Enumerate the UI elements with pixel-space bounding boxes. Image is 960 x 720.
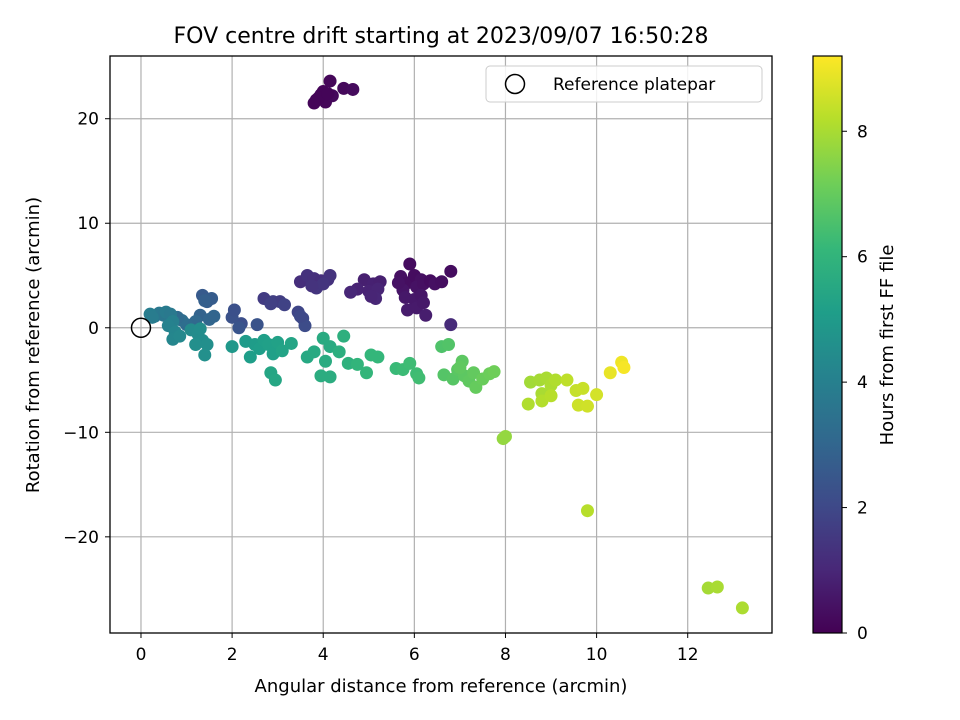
data-point	[442, 338, 456, 351]
colorbar-tick-label: 6	[857, 248, 868, 268]
colorbar-tick-label: 2	[857, 499, 868, 519]
data-point	[346, 82, 360, 96]
data-point	[412, 371, 426, 385]
grid-lines	[110, 56, 772, 633]
reference-platepar-marker	[130, 317, 152, 339]
data-point	[416, 296, 430, 310]
y-tick-label: 20	[77, 110, 99, 130]
data-point	[344, 285, 358, 299]
data-point	[544, 389, 558, 403]
data-point	[617, 360, 631, 374]
data-point	[198, 294, 212, 308]
data-point	[735, 601, 749, 615]
data-point	[391, 276, 405, 290]
data-point	[435, 275, 449, 289]
x-tick-label: 4	[318, 645, 329, 665]
colorbar-gradient	[812, 55, 843, 634]
x-axis-ticks: 0 2 4 6 8 10 12	[136, 633, 699, 665]
data-point	[173, 329, 187, 343]
data-point	[467, 366, 481, 380]
x-tick-label: 0	[136, 645, 147, 665]
colorbar-ticks: 0 2 4 6 8	[842, 122, 868, 644]
data-point	[227, 303, 241, 317]
data-point	[284, 336, 298, 350]
x-tick-label: 6	[409, 645, 420, 665]
data-point	[576, 381, 590, 395]
data-point	[243, 350, 257, 364]
legend-box	[485, 65, 763, 103]
data-point	[321, 87, 335, 101]
data-point	[580, 504, 594, 518]
x-tick-label: 8	[500, 645, 511, 665]
data-point	[444, 264, 458, 278]
data-point	[307, 345, 321, 359]
legend: Reference platepar	[485, 65, 763, 103]
x-axis-label: Angular distance from reference (arcmin)	[255, 676, 628, 697]
data-point	[364, 289, 378, 303]
data-point	[189, 338, 203, 351]
data-point	[603, 366, 617, 380]
data-point	[268, 373, 282, 387]
colorbar-label: Hours from first FF file	[877, 245, 898, 446]
y-tick-label: −10	[63, 423, 99, 443]
x-tick-label: 2	[227, 645, 238, 665]
legend-label-reference: Reference platepar	[553, 75, 715, 95]
scatter-points	[130, 74, 749, 615]
data-point	[444, 318, 458, 332]
y-tick-label: −20	[63, 528, 99, 548]
colorbar-tick-label: 8	[857, 122, 868, 142]
data-point	[250, 318, 264, 332]
y-axis-ticks: −20 −10 0 10 20	[63, 110, 110, 548]
y-tick-label: 0	[88, 319, 99, 339]
data-point	[419, 308, 433, 322]
x-tick-label: 10	[586, 645, 608, 665]
data-point	[232, 321, 246, 335]
y-axis-label: Rotation from reference (arcmin)	[23, 197, 44, 493]
y-tick-label: 10	[77, 214, 99, 234]
data-point	[207, 309, 221, 323]
data-point	[403, 356, 417, 370]
data-point	[337, 329, 351, 343]
chart-title: FOV centre drift starting at 2023/09/07 …	[174, 24, 709, 49]
data-point	[323, 370, 337, 384]
data-point	[275, 344, 289, 358]
data-point	[487, 365, 501, 379]
data-point	[371, 350, 385, 364]
data-point	[350, 357, 364, 371]
data-point	[360, 366, 374, 380]
data-point	[453, 360, 467, 374]
data-point	[316, 277, 330, 291]
data-point	[710, 580, 724, 594]
data-point	[549, 373, 563, 387]
data-point	[145, 310, 159, 324]
plot-frame	[109, 55, 773, 634]
legend-marker-reference	[504, 73, 526, 95]
data-point	[264, 297, 278, 311]
data-point	[293, 309, 307, 323]
data-point	[498, 429, 512, 443]
data-point	[305, 279, 319, 293]
data-point	[277, 298, 291, 312]
data-point	[307, 96, 321, 110]
colorbar-tick-label: 0	[857, 624, 868, 644]
data-point	[198, 348, 212, 362]
data-point	[225, 340, 239, 354]
colorbar-tick-label: 4	[857, 373, 868, 393]
colorbar: 0 2 4 6 8 Hours from first FF file	[812, 55, 898, 644]
data-point	[521, 397, 535, 411]
data-point	[590, 388, 604, 402]
data-point	[193, 322, 207, 336]
data-point	[319, 354, 333, 368]
data-point	[323, 74, 337, 88]
data-point	[200, 338, 214, 351]
x-tick-label: 12	[677, 645, 699, 665]
data-point	[332, 345, 346, 359]
data-point	[580, 399, 594, 413]
data-point	[403, 257, 417, 271]
data-point	[560, 373, 574, 387]
